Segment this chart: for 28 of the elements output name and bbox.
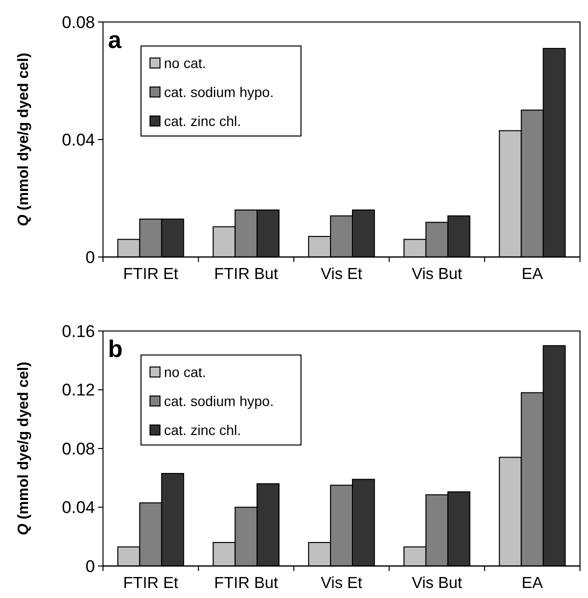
- legend-label: cat. zinc chl.: [164, 112, 242, 129]
- x-tick-label: Vis Et: [320, 575, 363, 592]
- chart-title: a: [108, 27, 122, 54]
- y-axis-title: Q (mmol dye/g dyed cel): [15, 52, 32, 226]
- x-tick-label: EA: [522, 266, 544, 283]
- x-tick-label: FTIR Et: [123, 575, 179, 592]
- x-tick-label: FTIR Et: [123, 266, 179, 283]
- y-tick-label: 0: [86, 556, 95, 576]
- x-tick-label: Vis Et: [320, 266, 363, 283]
- y-tick-label: 0.08: [62, 439, 95, 458]
- y-tick-label: 0.16: [62, 322, 95, 341]
- y-tick-label: 0: [86, 248, 95, 267]
- y-tick-label: 0.04: [62, 130, 95, 150]
- x-tick-label: Vis But: [412, 575, 463, 592]
- x-tick-label: FTIR But: [214, 575, 279, 592]
- legend-label: no cat.: [164, 364, 206, 380]
- y-tick-label: 0.12: [62, 380, 95, 400]
- legend-label: no cat.: [164, 54, 206, 71]
- x-tick-label: FTIR But: [214, 266, 279, 283]
- x-tick-label: EA: [522, 575, 544, 592]
- legend-label: cat. zinc chl.: [164, 422, 242, 438]
- y-tick-label: 0.04: [62, 498, 95, 518]
- y-tick-label: 0.08: [62, 12, 95, 32]
- legend-label: cat. sodium hypo.: [164, 392, 274, 409]
- legend-label: cat. sodium hypo.: [164, 84, 274, 100]
- chart-title: b: [108, 336, 123, 363]
- y-axis-title: Q (mmol dye/g dyed cel): [15, 362, 32, 536]
- x-tick-label: Vis But: [412, 266, 463, 283]
